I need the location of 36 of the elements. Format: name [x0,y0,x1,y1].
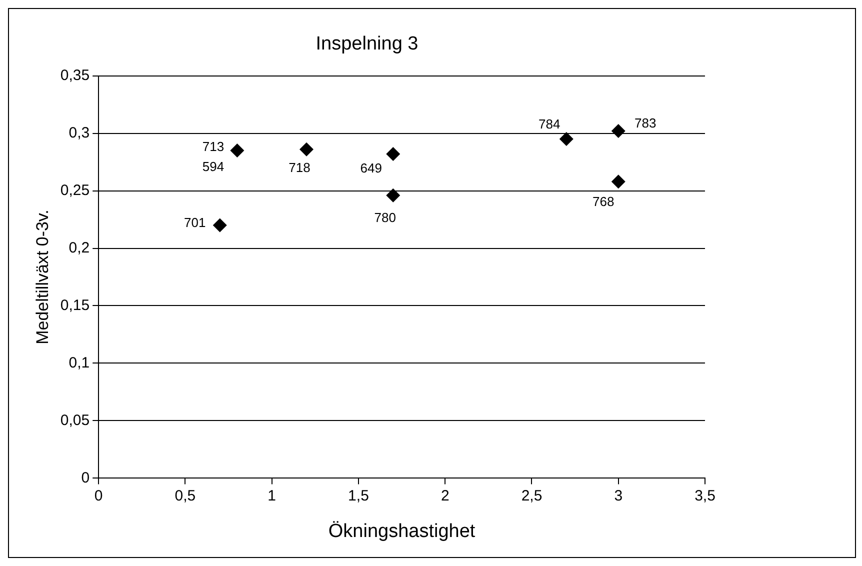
y-tick-label: 0,15 [60,296,90,314]
annotation: 783 [634,116,656,131]
x-tick-label: 3 [614,487,623,504]
y-tick-label: 0 [81,469,90,486]
annotation: 780 [374,210,396,225]
x-tick-label: 2 [440,487,450,504]
y-tick-label: 0,3 [68,124,90,142]
annotation: 701 [184,214,206,230]
point [611,174,626,189]
annotation: 594 [202,159,224,174]
y-axis-title: Medeltillväxt 0-3v. [32,210,52,344]
y-tick-label: 0,1 [68,354,90,372]
annotation: 649 [360,160,382,176]
x-axis-title: Ökningshastighet [328,520,476,542]
point [386,188,400,202]
annotation: 718 [288,160,310,175]
point [300,142,314,156]
y-tick-label: 0,05 [60,412,90,429]
point [611,124,626,138]
point [559,132,574,146]
y-tick-label: 0,25 [60,182,90,199]
y-tick-label: 0,2 [68,239,90,256]
x-tick-label: 3,5 [694,487,716,504]
annotation: 713 [202,139,224,154]
y-tick-label: 0,35 [60,66,90,84]
x-tick-label: 1 [268,487,276,504]
x-tick-label: 2,5 [521,487,542,504]
point [230,144,244,158]
point [212,218,227,232]
x-tick-label: 0 [94,487,103,504]
chart-title: Inspelning 3 [316,34,418,55]
annotation: 768 [592,194,614,210]
annotation: 784 [538,116,560,132]
x-tick-label: 0,5 [174,487,196,504]
x-tick-label: 1,5 [348,487,369,504]
point [386,146,400,161]
